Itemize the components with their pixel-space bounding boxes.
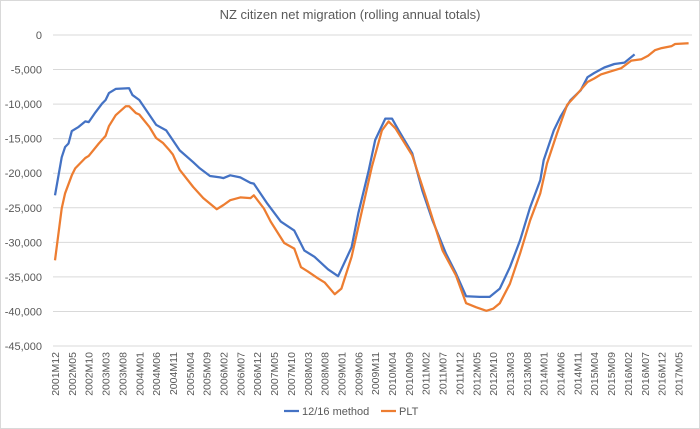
x-tick-label: 2016M12 xyxy=(657,352,669,396)
y-tick-label: -35,000 xyxy=(5,272,42,284)
x-tick-label: 2011M12 xyxy=(454,352,466,395)
x-tick-label: 2006M02 xyxy=(219,352,231,396)
x-axis-labels: 2001M12 2002M05 2002M10 2003M03 2003M08 2004M… xyxy=(50,352,685,396)
x-tick-label: 2015M04 xyxy=(589,352,601,396)
x-tick-label: 2008M08 xyxy=(320,352,332,396)
x-tick-label: 2007M05 xyxy=(269,352,281,396)
x-tick-label: 2010M09 xyxy=(404,352,416,396)
y-tick-label: -10,000 xyxy=(5,99,42,111)
legend-label-plt: PLT xyxy=(399,406,419,418)
x-tick-label: 2005M09 xyxy=(202,352,214,396)
x-tick-label: 2014M01 xyxy=(539,352,551,396)
legend-label-12-16-method: 12/16 method xyxy=(302,406,369,418)
x-tick-label: 2008M03 xyxy=(303,352,315,396)
y-tick-label: -20,000 xyxy=(5,168,42,180)
y-tick-label: -25,000 xyxy=(5,203,42,215)
y-tick-label: -30,000 xyxy=(5,237,42,249)
x-tick-label: 2006M07 xyxy=(235,352,247,396)
legend: 12/16 method PLT xyxy=(284,406,419,418)
gridlines xyxy=(53,34,692,347)
y-tick-label: -5,000 xyxy=(11,65,42,77)
x-tick-label: 2012M05 xyxy=(471,352,483,396)
y-axis-labels: 0 -5,000 -10,000 -15,000 -20,000 -25,000 -30,0… xyxy=(5,30,42,353)
x-tick-label: 2004M06 xyxy=(151,352,163,396)
x-tick-label: 2016M02 xyxy=(623,352,635,396)
x-tick-label: 2006M12 xyxy=(252,352,264,396)
x-tick-label: 2013M03 xyxy=(505,352,517,396)
x-tick-label: 2009M01 xyxy=(336,352,348,396)
y-tick-label: 0 xyxy=(36,30,42,42)
chart-title: NZ citizen net migration (rolling annual… xyxy=(220,7,481,22)
x-tick-label: 2003M08 xyxy=(117,352,129,396)
series-lines xyxy=(53,42,689,312)
y-tick-label: -40,000 xyxy=(5,306,42,318)
x-tick-label: 2003M03 xyxy=(101,352,113,396)
x-tick-label: 2011M02 xyxy=(421,352,433,395)
x-tick-label: 2005M04 xyxy=(185,352,197,396)
x-tick-label: 2004M11 xyxy=(168,352,180,395)
y-tick-label: -15,000 xyxy=(5,134,42,146)
x-tick-label: 2017M05 xyxy=(673,352,685,396)
y-tick-label: -45,000 xyxy=(5,341,42,353)
series-line-12-16-method xyxy=(53,53,636,299)
x-tick-label: 2014M11 xyxy=(572,352,584,395)
x-tick-label: 2014M06 xyxy=(556,352,568,396)
x-tick-label: 2016M07 xyxy=(640,352,652,396)
x-tick-label: 2015M09 xyxy=(606,352,618,396)
x-tick-label: 2002M05 xyxy=(67,352,79,396)
x-tick-label: 2009M11 xyxy=(370,352,382,395)
x-tick-label: 2013M08 xyxy=(522,352,534,396)
x-tick-label: 2010M04 xyxy=(387,352,399,396)
series-line-plt xyxy=(53,42,689,312)
x-tick-label: 2001M12 xyxy=(50,352,62,396)
x-tick-label: 2007M10 xyxy=(286,352,298,396)
x-tick-label: 2009M06 xyxy=(353,352,365,396)
x-tick-label: 2004M01 xyxy=(134,352,146,396)
x-tick-label: 2002M10 xyxy=(84,352,96,396)
x-tick-label: 2012M10 xyxy=(488,352,500,396)
x-tick-label: 2011M07 xyxy=(438,352,450,395)
